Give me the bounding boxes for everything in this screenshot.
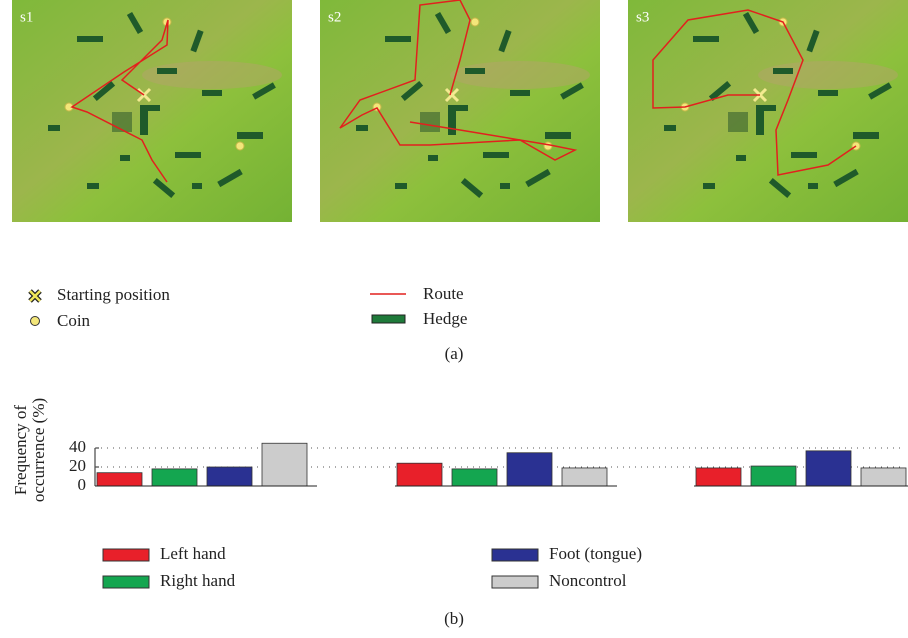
panel-label: (a) [445, 344, 464, 363]
legend-text: Coin [57, 311, 91, 330]
bar [860, 467, 907, 487]
map-label: s3 [636, 9, 649, 25]
legend-a: Starting position Coin Route Hedge (a) [28, 284, 467, 363]
y-axis-label: Frequency of [11, 405, 30, 496]
bar [206, 466, 253, 487]
legend-swatch [102, 548, 150, 562]
legend-text: Left hand [160, 544, 226, 563]
legend-text: Right hand [160, 571, 236, 590]
y-tick-label: 0 [78, 475, 87, 494]
bar [695, 467, 742, 487]
y-axis-label: occurrence (%) [29, 398, 48, 502]
bar [396, 462, 443, 487]
map-label: s1 [20, 9, 33, 25]
map: s1 [10, 0, 294, 224]
bar [805, 450, 852, 487]
y-tick-label: 40 [69, 437, 86, 456]
y-tick-label: 20 [69, 456, 86, 475]
bar [451, 468, 498, 487]
legend-text: Foot (tongue) [549, 544, 642, 563]
map-label: s2 [328, 9, 341, 25]
map: s2 [318, 0, 602, 224]
bar [561, 467, 608, 487]
bar [261, 442, 308, 487]
map: s3 [626, 0, 908, 224]
legend-swatch [102, 575, 150, 589]
panel-label: (b) [444, 609, 464, 628]
bar [96, 472, 143, 487]
legend-swatch [491, 548, 539, 562]
bar [750, 465, 797, 487]
legend-text: Starting position [57, 285, 170, 304]
bar [506, 452, 553, 487]
bar [151, 468, 198, 487]
legend-text: Route [423, 284, 464, 303]
legend-swatch [491, 575, 539, 589]
legend-text: Hedge [423, 309, 467, 328]
legend-text: Noncontrol [549, 571, 627, 590]
